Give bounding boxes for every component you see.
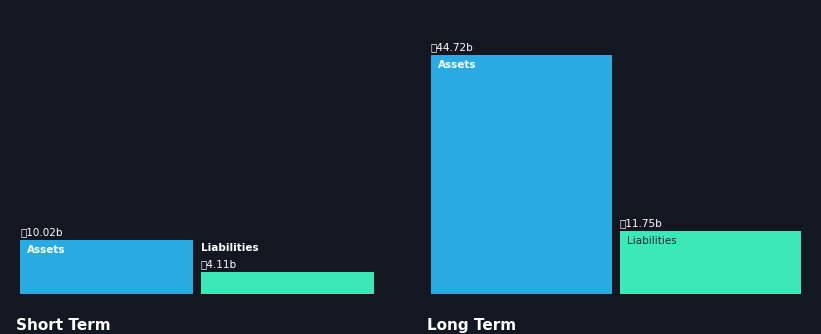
Text: Assets: Assets (438, 60, 477, 70)
Text: ৳4.11b: ৳4.11b (200, 259, 236, 269)
Bar (200, 272, 374, 294)
Text: Liabilities: Liabilities (627, 236, 677, 246)
Bar (431, 55, 612, 294)
Bar (20, 240, 194, 294)
Text: ৳10.02b: ৳10.02b (20, 227, 62, 237)
Text: ৳11.75b: ৳11.75b (620, 218, 663, 228)
Text: Short Term: Short Term (16, 318, 111, 333)
Text: Assets: Assets (27, 245, 66, 255)
Text: Liabilities: Liabilities (200, 243, 259, 253)
Bar (620, 231, 800, 294)
Text: ৳44.72b: ৳44.72b (431, 42, 474, 52)
Text: Long Term: Long Term (427, 318, 516, 333)
